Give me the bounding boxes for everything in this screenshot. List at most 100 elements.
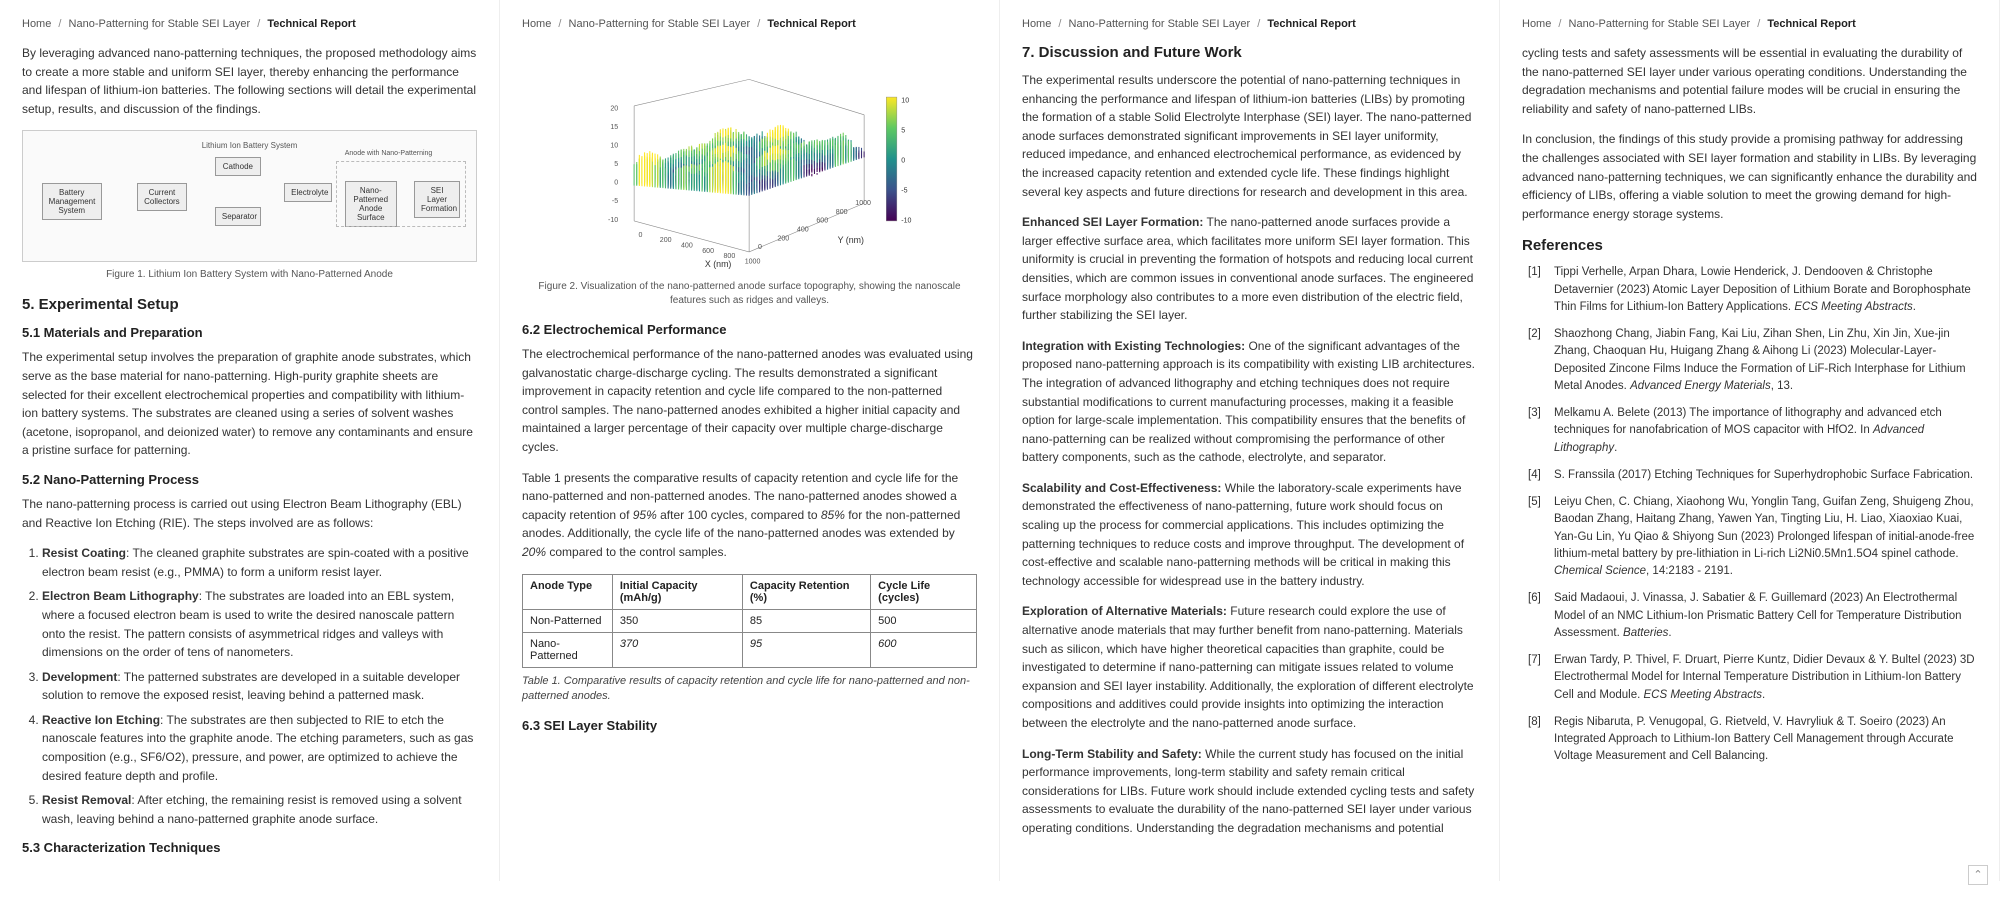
breadcrumb-home[interactable]: Home — [22, 18, 51, 30]
step-item: Development: The patterned substrates ar… — [42, 668, 477, 705]
svg-text:0: 0 — [615, 180, 619, 187]
para-6-2b: Table 1 presents the comparative results… — [522, 469, 977, 562]
heading-5-2: 5.2 Nano-Patterning Process — [22, 472, 477, 487]
breadcrumb-home[interactable]: Home — [522, 18, 551, 30]
table-header: Anode Type — [523, 574, 613, 609]
svg-text:200: 200 — [660, 237, 672, 244]
discussion-para: Scalability and Cost-Effectiveness: Whil… — [1022, 479, 1477, 591]
heading-6-3: 6.3 SEI Layer Stability — [522, 718, 977, 733]
para-7-intro: The experimental results underscore the … — [1022, 71, 1477, 201]
breadcrumb: Home / Nano-Patterning for Stable SEI La… — [522, 18, 977, 30]
breadcrumb: Home / Nano-Patterning for Stable SEI La… — [1522, 18, 1977, 30]
reference-item: Erwan Tardy, P. Thivel, F. Druart, Pierr… — [1528, 652, 1977, 704]
breadcrumb: Home / Nano-Patterning for Stable SEI La… — [1022, 18, 1477, 30]
table-cell: 600 — [871, 632, 977, 667]
svg-text:600: 600 — [817, 218, 829, 225]
svg-text:-5: -5 — [612, 198, 618, 205]
heading-5: 5. Experimental Setup — [22, 296, 477, 313]
svg-text:0: 0 — [758, 244, 762, 251]
svg-text:15: 15 — [611, 124, 619, 131]
para-conclusion: In conclusion, the findings of this stud… — [1522, 130, 1977, 223]
step-item: Resist Removal: After etching, the remai… — [42, 791, 477, 828]
para-continuation: cycling tests and safety assessments wil… — [1522, 44, 1977, 118]
breadcrumb-section[interactable]: Nano-Patterning for Stable SEI Layer — [69, 18, 251, 30]
page-4: Home / Nano-Patterning for Stable SEI La… — [1500, 0, 2000, 881]
svg-text:-10: -10 — [902, 218, 912, 225]
svg-text:200: 200 — [778, 235, 790, 242]
scroll-top-button[interactable]: ⌃ — [1968, 865, 1988, 885]
table-cell: 370 — [612, 632, 742, 667]
reference-item: Regis Nibaruta, P. Venugopal, G. Rietvel… — [1528, 714, 1977, 766]
svg-text:400: 400 — [681, 242, 693, 249]
svg-text:0: 0 — [902, 158, 906, 165]
reference-item: Tippi Verhelle, Arpan Dhara, Lowie Hende… — [1528, 264, 1977, 316]
diagram-title: Lithium Ion Battery System — [202, 141, 298, 150]
block-electrolyte: Electrolyte — [284, 183, 332, 202]
breadcrumb-current: Technical Report — [1767, 18, 1855, 30]
table-cell: Non-Patterned — [523, 609, 613, 632]
heading-6-2: 6.2 Electrochemical Performance — [522, 322, 977, 337]
block-cathode: Cathode — [215, 157, 261, 176]
svg-text:1000: 1000 — [745, 258, 761, 265]
svg-text:5: 5 — [615, 161, 619, 168]
breadcrumb-current: Technical Report — [267, 18, 355, 30]
table-1-caption: Table 1. Comparative results of capacity… — [522, 674, 977, 705]
step-item: Reactive Ion Etching: The substrates are… — [42, 711, 477, 785]
table-header: Initial Capacity (mAh/g) — [612, 574, 742, 609]
block-bms: Battery Management System — [42, 183, 102, 220]
reference-item: Said Madaoui, J. Vinassa, J. Sabatier & … — [1528, 590, 1977, 642]
steps-list: Resist Coating: The cleaned graphite sub… — [42, 544, 477, 828]
svg-text:5: 5 — [902, 127, 906, 134]
table-row: Non-Patterned35085500 — [523, 609, 977, 632]
heading-5-3: 5.3 Characterization Techniques — [22, 840, 477, 855]
table-cell: Nano-Patterned — [523, 632, 613, 667]
block-cc: Current Collectors — [137, 183, 187, 211]
svg-text:600: 600 — [703, 248, 715, 255]
discussion-para: Long-Term Stability and Safety: While th… — [1022, 745, 1477, 838]
breadcrumb-section[interactable]: Nano-Patterning for Stable SEI Layer — [1569, 18, 1751, 30]
para-5-1: The experimental setup involves the prep… — [22, 348, 477, 460]
para-5-2: The nano-patterning process is carried o… — [22, 495, 477, 532]
breadcrumb-home[interactable]: Home — [1522, 18, 1551, 30]
svg-text:Y (nm): Y (nm) — [838, 235, 864, 245]
reference-item: Melkamu A. Belete (2013) The importance … — [1528, 405, 1977, 457]
para-6-2a: The electrochemical performance of the n… — [522, 345, 977, 457]
table-cell: 500 — [871, 609, 977, 632]
step-item: Electron Beam Lithography: The substrate… — [42, 587, 477, 661]
breadcrumb-current: Technical Report — [1267, 18, 1355, 30]
table-row: Nano-Patterned37095600 — [523, 632, 977, 667]
reference-item: Leiyu Chen, C. Chiang, Xiaohong Wu, Yong… — [1528, 494, 1977, 580]
page-2: Home / Nano-Patterning for Stable SEI La… — [500, 0, 1000, 881]
svg-text:X (nm): X (nm) — [705, 259, 732, 269]
breadcrumb-section[interactable]: Nano-Patterning for Stable SEI Layer — [569, 18, 751, 30]
breadcrumb-current: Technical Report — [767, 18, 855, 30]
svg-text:400: 400 — [797, 227, 809, 234]
figure-1-diagram: Lithium Ion Battery System Battery Manag… — [22, 130, 477, 262]
table-header: Cycle Life (cycles) — [871, 574, 977, 609]
table-header: Capacity Retention (%) — [742, 574, 870, 609]
svg-text:1000: 1000 — [856, 200, 872, 207]
table-cell: 95 — [742, 632, 870, 667]
heading-7: 7. Discussion and Future Work — [1022, 44, 1477, 61]
svg-text:0: 0 — [639, 232, 643, 239]
breadcrumb-section[interactable]: Nano-Patterning for Stable SEI Layer — [1069, 18, 1251, 30]
heading-references: References — [1522, 237, 1977, 254]
reference-item: S. Franssila (2017) Etching Techniques f… — [1528, 467, 1977, 484]
discussion-para: Enhanced SEI Layer Formation: The nano-p… — [1022, 213, 1477, 325]
discussion-para: Integration with Existing Technologies: … — [1022, 337, 1477, 467]
svg-text:800: 800 — [836, 209, 848, 216]
breadcrumb-sep: / — [257, 18, 260, 30]
intro-paragraph: By leveraging advanced nano-patterning t… — [22, 44, 477, 118]
block-separator: Separator — [215, 207, 261, 226]
breadcrumb: Home / Nano-Patterning for Stable SEI La… — [22, 18, 477, 30]
table-1: Anode TypeInitial Capacity (mAh/g)Capaci… — [522, 574, 977, 668]
svg-text:20: 20 — [611, 105, 619, 112]
figure-2-caption: Figure 2. Visualization of the nano-patt… — [522, 280, 977, 308]
heading-5-1: 5.1 Materials and Preparation — [22, 325, 477, 340]
page-3: Home / Nano-Patterning for Stable SEI La… — [1000, 0, 1500, 881]
svg-text:-5: -5 — [902, 188, 908, 195]
breadcrumb-home[interactable]: Home — [1022, 18, 1051, 30]
figure-1-caption: Figure 1. Lithium Ion Battery System wit… — [22, 268, 477, 282]
references-list: Tippi Verhelle, Arpan Dhara, Lowie Hende… — [1528, 264, 1977, 765]
block-anode-group-label: Anode with Nano-Patterning — [345, 150, 433, 157]
